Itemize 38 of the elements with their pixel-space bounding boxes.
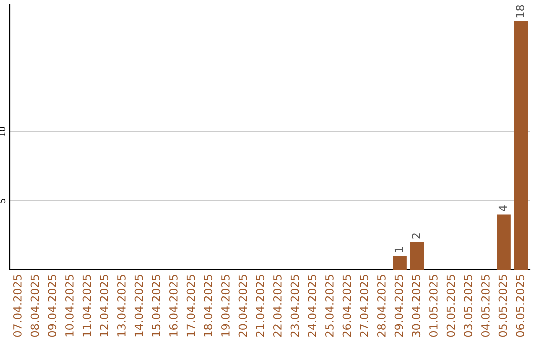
x-tick-label: 29.04.2025: [394, 275, 404, 337]
x-tick-label: 19.04.2025: [221, 275, 230, 337]
x-tick-label: 22.04.2025: [273, 275, 282, 337]
x-tick-label: 09.04.2025: [48, 275, 57, 338]
x-tick-label: 27.04.2025: [360, 275, 369, 337]
x-tick-label: 25.04.2025: [325, 275, 334, 337]
x-tick-label: 24.04.2025: [308, 275, 317, 337]
bar: [393, 256, 407, 270]
x-tick-label: 26.04.2025: [342, 275, 352, 337]
x-tick-label: 13.04.2025: [117, 275, 126, 337]
x-tick-label: 12.04.2025: [100, 275, 109, 337]
x-tick-label: 21.04.2025: [256, 275, 265, 337]
x-tick-label: 06.05.2025: [516, 275, 525, 338]
x-tick-label: 23.04.2025: [290, 275, 300, 337]
x-tick-label: 05.05.2025: [498, 275, 508, 338]
x-tick-label: 11.04.2025: [82, 275, 92, 337]
data-label: 4: [498, 206, 508, 212]
x-tick-label: 08.04.2025: [30, 275, 40, 338]
x-tick-label: 16.04.2025: [169, 275, 178, 337]
x-tick-label: 07.04.2025: [13, 275, 22, 338]
x-tick-label: 02.05.2025: [446, 275, 456, 338]
bar: [497, 214, 511, 270]
bar: [514, 22, 528, 270]
x-tick-label: 15.04.2025: [152, 275, 161, 337]
x-tick-label: 01.05.2025: [429, 275, 438, 338]
x-tick-label: 04.05.2025: [481, 275, 490, 338]
x-tick-label: 17.04.2025: [186, 275, 196, 337]
data-label: 2: [412, 234, 420, 239]
x-tick-label: 10.04.2025: [65, 275, 74, 337]
x-tick-label: 18.04.2025: [204, 275, 213, 337]
data-label: 1: [394, 247, 404, 252]
data-label: 18: [516, 5, 525, 18]
bar: [410, 242, 424, 270]
x-tick-label: 14.04.2025: [134, 275, 144, 337]
x-tick-label: 03.05.2025: [464, 275, 473, 338]
x-tick-label: 28.04.2025: [377, 275, 386, 337]
x-tick-label: 30.04.2025: [412, 275, 421, 337]
x-tick-label: 20.04.2025: [238, 275, 248, 337]
